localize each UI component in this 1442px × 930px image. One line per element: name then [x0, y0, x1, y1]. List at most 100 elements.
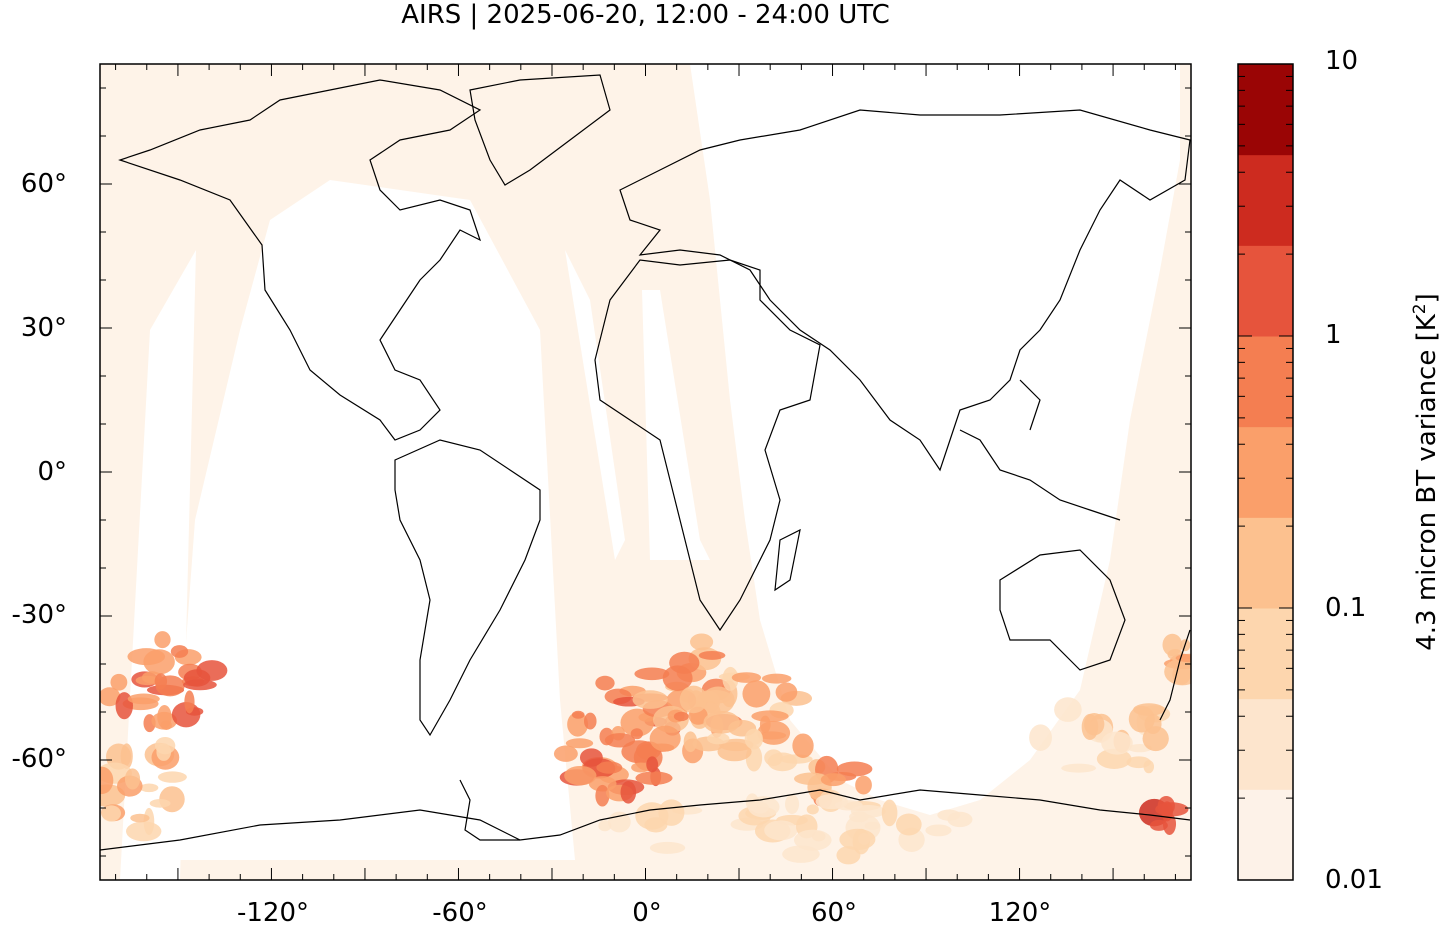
variance-blob: [100, 766, 114, 795]
x-tick-label: 60°: [810, 898, 858, 928]
variance-blob: [631, 762, 651, 773]
variance-blob: [1149, 819, 1168, 831]
variance-blob: [630, 728, 643, 740]
variance-blob: [775, 682, 798, 702]
variance-blob: [1096, 748, 1132, 769]
variance-blob: [649, 725, 681, 752]
variance-blob: [690, 633, 714, 651]
variance-blob: [565, 738, 594, 749]
variance-blob: [751, 710, 789, 722]
y-tick-label: -60°: [11, 744, 67, 774]
coastlines: [100, 74, 1191, 851]
variance-blob: [127, 693, 160, 705]
variance-blob: [595, 784, 610, 807]
variance-blob: [785, 794, 800, 814]
x-tick-label: -120°: [236, 898, 309, 928]
colorbar-band: [1238, 245, 1293, 337]
variance-blob: [764, 820, 798, 841]
variance-blob: [646, 756, 659, 773]
variance-blob: [731, 672, 762, 683]
variance-blob: [143, 649, 175, 675]
variance-blob: [839, 828, 876, 851]
y-tick-label: 0°: [37, 457, 67, 487]
y-tick-label: 60°: [20, 169, 67, 199]
variance-blob: [895, 813, 922, 836]
variance-blob: [1164, 658, 1191, 686]
map-ticks: [100, 64, 1191, 880]
y-tick-label: -30°: [11, 600, 67, 630]
variance-blob: [124, 768, 141, 790]
variance-blob: [683, 731, 698, 753]
variance-blob: [703, 710, 740, 734]
swath-gap: [642, 290, 710, 560]
variance-blob: [139, 783, 159, 793]
variance-blob: [757, 731, 787, 740]
variance-blob: [157, 771, 187, 783]
variance-blob: [170, 645, 189, 658]
colorbar-band: [1238, 426, 1293, 518]
variance-blob: [762, 673, 792, 684]
variance-blob: [744, 728, 763, 750]
variance-blob: [742, 680, 771, 708]
variance-blob: [110, 673, 128, 691]
variance-blob: [154, 631, 171, 649]
colorbar-frame: [1237, 63, 1294, 881]
variance-blob: [881, 799, 898, 827]
variance-blob: [604, 733, 636, 748]
variance-blob: [679, 685, 708, 714]
variance-blob: [1157, 796, 1175, 816]
variance-blob: [571, 710, 585, 719]
colorbar-band: [1238, 154, 1293, 246]
colorbar-tick-label: 0.1: [1325, 593, 1367, 623]
variance-blob: [669, 651, 700, 674]
variance-blob: [706, 732, 730, 745]
variance-field: [100, 631, 1191, 865]
variance-blob: [634, 667, 670, 681]
variance-blob: [649, 841, 686, 854]
variance-blob: [564, 765, 597, 786]
x-tick-label: -60°: [432, 898, 488, 928]
variance-blob: [698, 650, 726, 660]
variance-blob: [596, 761, 623, 774]
variance-blob: [1142, 726, 1169, 752]
colorbar-label: 4.3 micron BT variance [K2]: [1410, 293, 1442, 651]
variance-blob: [154, 673, 168, 690]
swath-gap: [170, 180, 575, 860]
variance-blob: [183, 679, 217, 691]
colorbar: [1238, 64, 1293, 881]
colorbar-band: [1238, 336, 1293, 428]
colorbar-band: [1238, 64, 1293, 156]
variance-blob: [1029, 724, 1052, 751]
variance-blob: [149, 799, 171, 808]
x-tick-label: 0°: [632, 898, 662, 928]
x-tick-label: 120°: [988, 898, 1052, 928]
variance-blob: [160, 720, 172, 731]
variance-blob: [620, 708, 655, 737]
variance-blob: [855, 775, 872, 795]
variance-blob: [553, 745, 578, 762]
map-data-layer: [100, 64, 1191, 880]
variance-blob: [767, 752, 798, 772]
variance-blob: [820, 773, 847, 787]
variance-blob: [579, 748, 603, 767]
variance-blob: [184, 690, 195, 714]
variance-blob: [635, 771, 673, 785]
variance-blob: [793, 829, 832, 851]
colorbar-band: [1238, 698, 1293, 790]
variance-blob: [1143, 760, 1155, 774]
colorbar-ticks: [1238, 75, 1293, 881]
variance-blob: [745, 793, 759, 811]
variance-blob: [100, 687, 121, 707]
variance-blob: [699, 690, 732, 704]
variance-blob: [135, 675, 160, 686]
variance-blob: [156, 743, 172, 761]
variance-blob: [806, 804, 819, 815]
variance-blob: [632, 690, 668, 709]
variance-blob: [1084, 712, 1105, 736]
colorbar-band: [1238, 517, 1293, 609]
variance-blob: [159, 786, 185, 813]
y-tick-label: 30°: [20, 313, 67, 343]
colorbar-band: [1238, 608, 1293, 700]
variance-blob: [1061, 763, 1097, 773]
